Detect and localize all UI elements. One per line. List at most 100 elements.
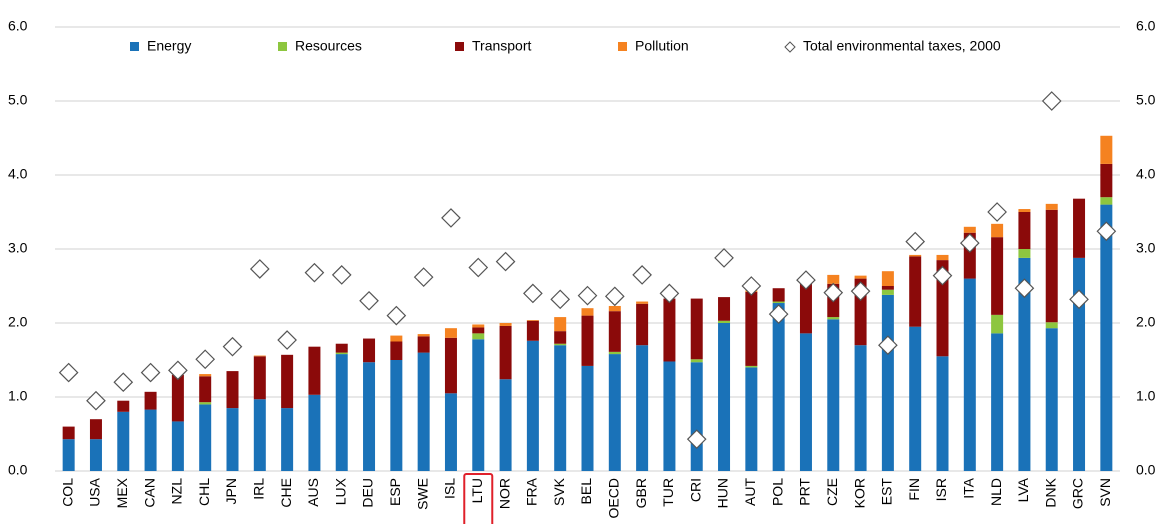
marker-diamond	[441, 208, 461, 228]
bar-segment	[608, 311, 621, 352]
bar-segment	[881, 289, 894, 295]
x-tick-label: HUN	[715, 478, 731, 508]
marker-diamond	[714, 248, 734, 268]
x-tick-label: TUR	[660, 478, 676, 507]
bar-segment	[144, 409, 157, 471]
legend-label: Total environmental taxes, 2000	[803, 38, 1001, 54]
bar-segment	[62, 426, 75, 440]
bar-segment	[526, 320, 539, 341]
bar-segment	[171, 421, 184, 471]
x-tick-label: EST	[879, 478, 895, 506]
bar-segment	[1100, 163, 1113, 198]
bar-segment	[499, 379, 512, 471]
bar-segment	[144, 391, 157, 410]
bar-segment	[1045, 209, 1058, 323]
marker-diamond	[113, 372, 134, 393]
y2-tick-label: 5.0	[1136, 92, 1156, 108]
bar-segment	[881, 294, 894, 471]
bar-segment	[827, 319, 840, 471]
x-tick-label: SVK	[551, 477, 567, 506]
legend-diamond	[784, 41, 796, 53]
marker-diamond	[58, 362, 79, 383]
bar-segment	[308, 394, 321, 471]
marker-diamond	[413, 267, 434, 287]
bar-segment	[1018, 249, 1031, 258]
bar-segment	[881, 286, 894, 290]
bar-segment	[1045, 203, 1058, 210]
bar-segment	[663, 298, 676, 362]
y-tick-label: 2.0	[8, 314, 28, 330]
bar-segment	[472, 324, 485, 328]
marker-diamond	[577, 285, 598, 306]
x-tick-label: CHE	[278, 478, 294, 508]
y2-tick-label: 0.0	[1136, 462, 1156, 478]
bar-segment	[253, 399, 266, 471]
bar-segment	[608, 354, 621, 471]
bar-segment	[936, 356, 949, 471]
bar-segment	[1073, 257, 1086, 471]
marker-diamond	[222, 336, 243, 357]
legend-label: Energy	[147, 38, 191, 54]
y-tick-label: 1.0	[8, 388, 28, 404]
bar-segment	[690, 359, 703, 363]
marker-diamond	[604, 286, 625, 307]
bar-segment	[690, 298, 703, 360]
bar-segment	[936, 254, 949, 261]
marker-diamond	[140, 362, 161, 383]
x-tick-label: DEU	[360, 478, 376, 508]
bar-segment	[554, 345, 567, 471]
marker-diamond	[331, 265, 352, 285]
bar-segment	[581, 315, 594, 366]
bar-segment	[1100, 204, 1113, 471]
marker-diamond	[741, 276, 762, 296]
bar-segment	[636, 301, 649, 304]
bar-segment	[554, 343, 567, 346]
bar-segment	[444, 337, 457, 394]
bar-segment	[390, 360, 403, 471]
bar-segment	[335, 352, 348, 355]
bar-segment	[1045, 328, 1058, 471]
x-tick-label: SVN	[1097, 478, 1113, 507]
marker-diamond	[987, 202, 1007, 222]
bar-segment	[827, 274, 840, 284]
marker-diamond	[249, 259, 270, 279]
bar-segment	[62, 439, 75, 471]
bar-segment	[991, 314, 1004, 334]
bar-segment	[390, 341, 403, 360]
bar-segment	[772, 288, 785, 302]
bar-segment	[526, 340, 539, 471]
bar-segment	[799, 281, 812, 334]
x-tick-label: GBR	[633, 478, 649, 508]
y-tick-label: 6.0	[8, 18, 28, 34]
marker-diamond	[168, 360, 188, 381]
x-tick-label: PRT	[797, 478, 813, 506]
bar-segment	[417, 334, 430, 337]
x-tick-label: ITA	[961, 477, 977, 498]
marker-diamond	[468, 257, 489, 278]
bar-segment	[390, 335, 403, 342]
marker-diamond	[359, 290, 379, 311]
x-tick-label: IRL	[251, 478, 267, 500]
y-tick-label: 3.0	[8, 240, 28, 256]
y-tick-label: 5.0	[8, 92, 28, 108]
bar-segment	[199, 374, 212, 377]
marker-diamond	[1014, 278, 1035, 299]
bar-segment	[253, 356, 266, 400]
bar-segment	[363, 362, 376, 471]
x-tick-label: KOR	[851, 478, 867, 508]
bar-segment	[281, 408, 294, 471]
y-tick-label: 4.0	[8, 166, 28, 182]
marker-diamond	[277, 330, 297, 350]
bar-segment	[472, 339, 485, 471]
bar-segment	[636, 345, 649, 471]
bar-segment	[608, 351, 621, 355]
marker-diamond	[550, 289, 571, 310]
marker-diamond	[523, 283, 543, 304]
y2-tick-label: 4.0	[1136, 166, 1156, 182]
x-tick-label: BEL	[578, 478, 594, 505]
y2-tick-label: 2.0	[1136, 314, 1156, 330]
x-tick-label: FRA	[524, 477, 540, 506]
bar-segment	[526, 320, 539, 321]
legend-swatch	[618, 42, 627, 51]
bar-segment	[554, 331, 567, 344]
